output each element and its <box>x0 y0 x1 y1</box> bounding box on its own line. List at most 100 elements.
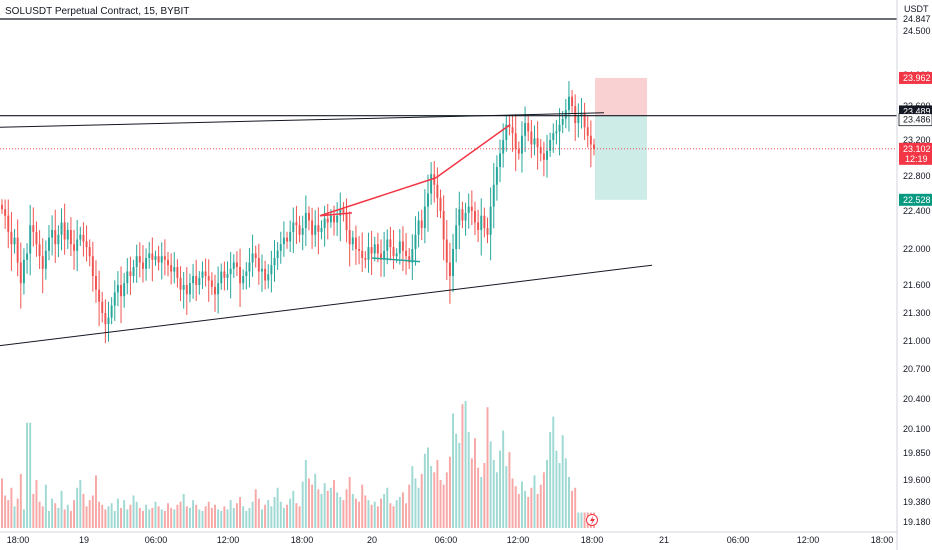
candle-body <box>1 204 3 210</box>
volume-bar <box>223 506 226 528</box>
volume-bar <box>279 501 282 528</box>
candle-body <box>273 258 276 266</box>
volume-bar <box>69 510 72 528</box>
volume-bar <box>345 489 348 528</box>
candle-body <box>486 228 489 235</box>
candle-body <box>132 267 135 276</box>
candle-body <box>195 276 198 285</box>
candle-body <box>26 253 29 260</box>
candle-body <box>398 241 401 254</box>
candle-body <box>301 228 304 235</box>
volume-bar <box>101 504 104 528</box>
candle-body <box>577 116 580 123</box>
volume-bar <box>408 484 411 528</box>
x-tick-label: 18:00 <box>581 535 604 545</box>
candle-body <box>524 123 527 136</box>
volume-bar <box>32 493 35 528</box>
y-tick-label: 20.700 <box>903 364 931 374</box>
candle-body <box>173 267 176 272</box>
candle-body <box>339 209 342 216</box>
candle-body <box>295 222 298 226</box>
candle-body <box>207 276 210 281</box>
candle-body <box>320 228 323 232</box>
red-drawing-line-2 <box>435 124 511 179</box>
volume-bar <box>433 472 436 528</box>
y-tick-label: 19.180 <box>903 517 931 527</box>
candle-body <box>41 256 44 269</box>
candle-body <box>163 256 166 260</box>
candle-body <box>571 96 574 106</box>
candle-body <box>442 211 445 240</box>
candle-body <box>4 209 7 216</box>
candle-body <box>220 271 223 284</box>
y-tick-label: 24.500 <box>903 26 931 36</box>
price-tag-last <box>899 142 932 165</box>
volume-bar <box>245 510 248 528</box>
candle-body <box>392 247 395 257</box>
candle-body <box>98 289 101 302</box>
volume-bar <box>94 475 97 528</box>
volume-bar <box>79 480 82 528</box>
volume-bar <box>307 478 310 528</box>
volume-bar <box>264 504 267 528</box>
volume-bar <box>192 500 195 528</box>
candle-body <box>354 237 357 249</box>
volume-bar <box>261 509 263 528</box>
candle-body <box>549 140 552 151</box>
candle-body <box>542 153 545 160</box>
volume-bar <box>367 500 370 528</box>
volume-bar <box>489 441 492 528</box>
volume-bar <box>201 510 204 528</box>
volume-bar <box>217 509 220 528</box>
volume-bar <box>13 506 16 528</box>
volume-bar <box>116 498 119 528</box>
candle-body <box>126 271 129 284</box>
candle-body <box>342 209 345 213</box>
volume-bar <box>179 501 182 528</box>
candle-body <box>282 237 285 245</box>
candle-body <box>304 212 307 229</box>
volume-bar <box>135 501 138 528</box>
volume-bar <box>154 501 157 528</box>
candle-body <box>60 222 63 235</box>
y-tick-label: 21.300 <box>903 308 931 318</box>
volume-bar <box>10 487 13 528</box>
volume-bar <box>198 509 201 528</box>
candle-body <box>589 135 592 145</box>
volume-bar <box>242 506 245 528</box>
volume-bar <box>520 481 523 528</box>
position-zones[interactable] <box>595 77 647 200</box>
volume-bar <box>461 404 464 528</box>
candle-body <box>470 206 473 211</box>
volume-bar <box>4 495 7 528</box>
volume-bar <box>286 504 289 528</box>
candle-body <box>276 250 279 258</box>
volume-bar <box>110 503 113 528</box>
volume-bar <box>22 509 25 528</box>
candle-body <box>427 193 429 207</box>
volume-bar <box>63 509 66 528</box>
candle-body <box>329 215 332 223</box>
volume-bar <box>98 501 101 528</box>
candle-body <box>201 271 204 278</box>
candle-body <box>242 276 245 284</box>
x-tick-label: 19 <box>79 535 89 545</box>
volume-bar <box>235 503 238 528</box>
price-tag-label-stop: 23.962 <box>903 73 931 83</box>
volume-bar <box>420 473 423 528</box>
candle-body <box>120 285 122 297</box>
volume-bar <box>188 507 191 528</box>
x-tick-label: 21 <box>659 535 669 545</box>
candle-body <box>54 230 57 245</box>
volume-bar <box>38 501 41 528</box>
volume-bar <box>427 447 429 528</box>
candle-body <box>383 250 386 260</box>
volume-bar <box>546 459 548 528</box>
volume-bar <box>542 472 545 528</box>
candle-body <box>511 127 514 134</box>
volume-bar <box>373 501 376 528</box>
candle-body <box>326 218 329 223</box>
drawing-layer[interactable] <box>0 18 897 347</box>
